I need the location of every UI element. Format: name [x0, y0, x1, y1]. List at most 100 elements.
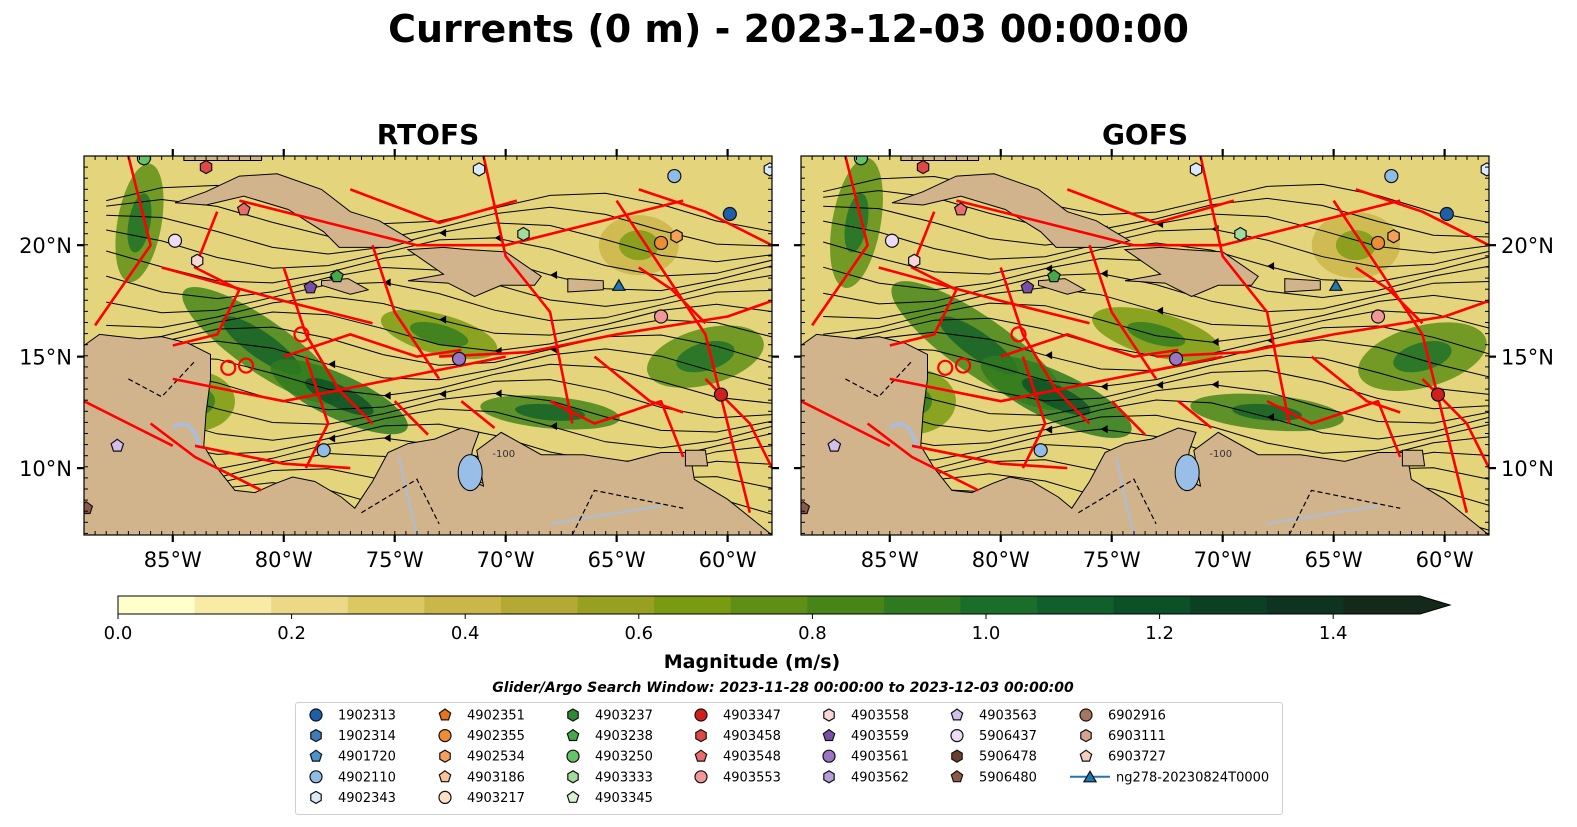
lon-tick-label: 65°W	[1305, 548, 1363, 572]
legend-label: 6903727	[1108, 750, 1166, 765]
streamline-arrow	[494, 233, 502, 242]
eez-boundary	[1355, 188, 1489, 247]
legend-label: 6903111	[1108, 729, 1166, 744]
float-marker-4903559	[303, 280, 318, 294]
colorbar-swatch	[500, 596, 579, 614]
float-marker-4903553	[1370, 309, 1386, 324]
colorbar-extend-arrow	[1420, 596, 1450, 614]
legend-label: 4901720	[338, 750, 396, 765]
eez-boundary	[937, 359, 954, 376]
eez-boundary	[84, 400, 174, 447]
eez-boundary	[549, 399, 685, 458]
eez-boundary	[1310, 355, 1401, 414]
streamline	[823, 394, 1489, 440]
streamline	[823, 273, 1489, 313]
land-mass	[183, 156, 262, 161]
streamline-arrow	[1045, 425, 1053, 434]
streamline	[106, 403, 772, 449]
eez-boundary	[283, 333, 462, 358]
legend-label: 1902313	[338, 709, 396, 724]
float-marker-4902110	[316, 443, 331, 458]
float-marker-4903238	[1047, 269, 1061, 283]
colorbar-tick-label: 0.2	[277, 623, 306, 644]
lat-tick-label: 20°N	[1501, 234, 1554, 258]
legend-item: 4903558	[823, 708, 909, 724]
legend-item: 4901720	[309, 749, 396, 765]
legend-item: 4903345	[566, 790, 653, 806]
float-marker-4902355	[1370, 235, 1386, 251]
lon-tick-label: 75°W	[1083, 548, 1141, 572]
eez-boundary	[1355, 266, 1424, 325]
glider-marker	[611, 278, 626, 291]
eez-boundary	[482, 156, 574, 424]
colorbar-swatch	[577, 596, 655, 614]
river	[398, 456, 418, 535]
lat-tick-label: 20°N	[19, 234, 72, 258]
eez-boundary	[956, 199, 1401, 247]
panel-title-rtofs: RTOFS	[376, 118, 480, 151]
legend-item: 6903727	[1079, 749, 1166, 765]
legend-marker	[438, 790, 452, 805]
legend-marker	[566, 728, 580, 742]
legend-item: 6902916	[1079, 708, 1166, 724]
colorbar-swatch	[194, 596, 272, 614]
float-marker-4902343	[1189, 162, 1203, 177]
legend-label: 4903563	[979, 709, 1037, 724]
legend-label: 4903548	[723, 750, 781, 765]
land-mass	[1401, 449, 1426, 467]
float-marker-4902110	[1033, 443, 1048, 458]
glider-marker	[1328, 278, 1343, 291]
legend-item: 4902534	[439, 749, 525, 765]
legend-item: 5906437	[950, 728, 1037, 744]
legend-marker	[950, 728, 964, 743]
colorbar-swatch	[654, 596, 732, 614]
legend-item: 4903548	[694, 749, 781, 765]
float-marker-5906480	[801, 500, 811, 515]
streamline-arrow	[1045, 264, 1053, 273]
float-marker-4903553	[653, 309, 669, 324]
colorbar-tick-label: 0.8	[798, 623, 827, 644]
search-window-text: Glider/Argo Search Window: 2023-11-28 00…	[492, 680, 1074, 696]
float-marker-1902313	[1439, 206, 1454, 222]
legend-item: 4903238	[566, 728, 653, 744]
lat-tick-label: 10°N	[19, 457, 72, 481]
streamline	[106, 229, 772, 277]
lat-tick-label: 15°N	[19, 346, 72, 370]
legend-item: 4903250	[566, 749, 653, 765]
colorbar-tick-label: 1.2	[1145, 623, 1174, 644]
legend-marker	[439, 749, 451, 763]
legend-canvas: 1902313 1902314 4901720 4902110 4902343 49023…	[309, 708, 1269, 806]
lake-nicaragua	[888, 422, 919, 447]
eez-boundary	[1199, 156, 1291, 424]
streamline-arrow	[550, 271, 558, 280]
legend-item: 4902343	[310, 790, 396, 806]
legend-label: 4903250	[595, 750, 653, 765]
eez-boundary	[94, 156, 152, 327]
land-mass	[900, 156, 979, 161]
legend-marker	[438, 770, 452, 783]
float-marker-4903548	[236, 202, 251, 216]
legend-item: 4903237	[567, 708, 653, 724]
colorbar: 0.0 0.2 0.4 0.6 0.8 1.0 1.2 1.4	[104, 595, 1452, 644]
legend-item: 4903562	[823, 770, 909, 785]
legend-marker	[950, 708, 964, 721]
eez-boundary	[1266, 399, 1402, 458]
lat-tick-label: 15°N	[1501, 346, 1554, 370]
legend-label: 5906480	[979, 770, 1037, 785]
eez-boundary	[439, 299, 772, 358]
float-marker-4903561	[1168, 351, 1184, 366]
streamline	[106, 340, 772, 387]
figure-title: Currents (0 m) - 2023-12-03 00:00:00	[388, 7, 1189, 51]
float-marker-4902534	[1387, 229, 1400, 244]
legend-marker	[566, 749, 580, 763]
legend-label: 4902355	[467, 729, 525, 744]
streamline-arrow	[1211, 380, 1219, 389]
lake-maracaibo	[457, 454, 483, 492]
eez-boundary	[237, 357, 255, 374]
float-marker-4903333	[1234, 226, 1247, 242]
float-marker-4902343	[763, 162, 772, 177]
legend-marker	[822, 728, 836, 742]
legend-item: 4903333	[567, 770, 653, 785]
streamline	[106, 385, 772, 433]
speed-core	[515, 403, 585, 421]
